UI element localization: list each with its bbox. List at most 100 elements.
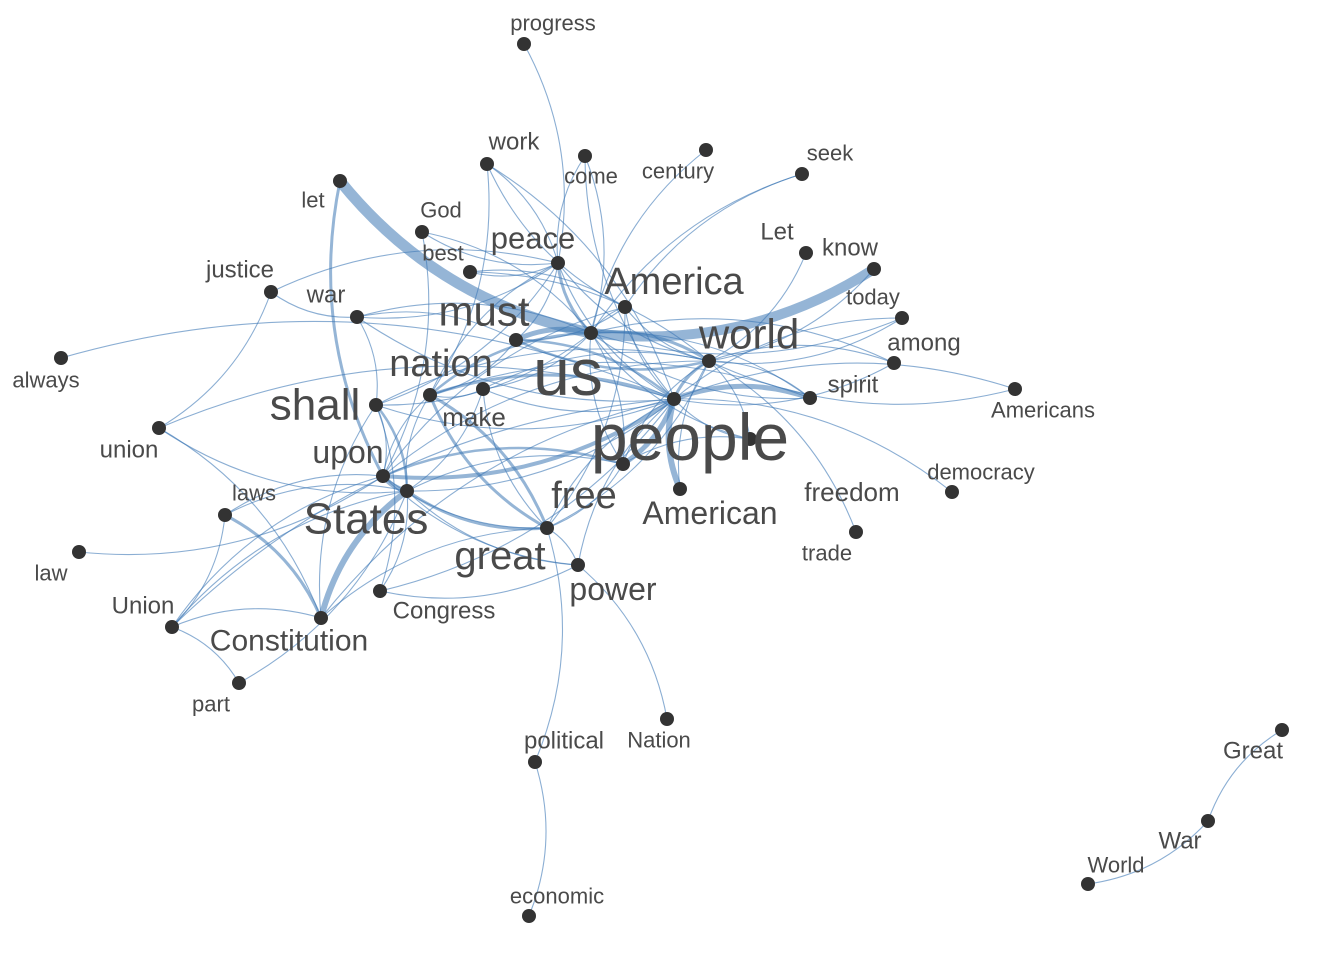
node-Union[interactable]: [165, 620, 179, 634]
node-us[interactable]: [584, 326, 598, 340]
node-today[interactable]: [895, 311, 909, 325]
node-America[interactable]: [618, 300, 632, 314]
node-come[interactable]: [578, 149, 592, 163]
edge-Constitution-people: [320, 398, 675, 619]
edge-Congress-people: [379, 398, 675, 592]
node-freedom[interactable]: [743, 432, 757, 446]
edge-peace-shall: [375, 262, 559, 406]
node-union[interactable]: [152, 421, 166, 435]
node-must[interactable]: [509, 333, 523, 347]
node-free[interactable]: [616, 457, 630, 471]
node-people[interactable]: [667, 392, 681, 406]
edge-must-nation: [429, 339, 517, 396]
node-label-Union: Union: [112, 593, 175, 620]
node-democracy[interactable]: [945, 485, 959, 499]
node-label-us: us: [533, 335, 603, 409]
edge-peace-nation: [429, 262, 559, 396]
node-justice[interactable]: [264, 285, 278, 299]
node-work[interactable]: [480, 157, 494, 171]
node-label-people: people: [591, 400, 789, 474]
node-label-States: States: [304, 495, 429, 544]
edge-come-us: [584, 155, 605, 334]
node-American[interactable]: [673, 482, 687, 496]
edge-Congress-power: [379, 564, 579, 599]
edge-people-spirit: [671, 383, 813, 402]
node-Constitution[interactable]: [314, 611, 328, 625]
edge-laws-Constitution: [223, 513, 323, 620]
edge-God-us: [421, 231, 592, 334]
node-label-make: make: [442, 402, 506, 432]
edge-States-Congress: [379, 490, 409, 592]
node-label-work: work: [488, 129, 541, 156]
node-trade[interactable]: [849, 525, 863, 539]
edge-world-Americans: [708, 360, 1016, 405]
node-Great[interactable]: [1275, 723, 1289, 737]
edge-laws-Union: [171, 514, 226, 628]
node-know[interactable]: [867, 262, 881, 276]
node-States[interactable]: [400, 484, 414, 498]
node-political[interactable]: [528, 755, 542, 769]
node-God[interactable]: [415, 225, 429, 239]
edge-justice-war: [270, 291, 358, 318]
node-label-Congress: Congress: [393, 598, 496, 625]
edge-States-free: [406, 455, 624, 492]
node-among[interactable]: [887, 356, 901, 370]
node-always[interactable]: [54, 351, 68, 365]
edge-peace-justice: [270, 249, 559, 293]
node-Let[interactable]: [799, 246, 813, 260]
node-peace[interactable]: [551, 256, 565, 270]
edge-people-among: [673, 362, 895, 406]
node-label-economic: economic: [510, 884, 604, 909]
node-let[interactable]: [333, 174, 347, 188]
node-laws[interactable]: [218, 508, 232, 522]
edge-best-America: [469, 269, 626, 308]
node-shall[interactable]: [369, 398, 383, 412]
edge-power-people: [577, 398, 675, 566]
edge-us-must: [513, 326, 594, 343]
node-great[interactable]: [540, 521, 554, 535]
node-label-great: great: [454, 534, 545, 578]
edge-let-upon: [329, 179, 385, 478]
node-label-justice: justice: [205, 257, 274, 284]
node-economic[interactable]: [522, 909, 536, 923]
node-label-know: know: [822, 235, 879, 262]
node-part[interactable]: [232, 676, 246, 690]
node-label-progress: progress: [510, 11, 596, 36]
node-make[interactable]: [476, 382, 490, 396]
edge-war-people: [356, 316, 675, 402]
node-World[interactable]: [1081, 877, 1095, 891]
node-progress[interactable]: [517, 37, 531, 51]
edge-peace-progress: [523, 43, 565, 264]
node-upon[interactable]: [376, 469, 390, 483]
node-label-world: world: [698, 311, 799, 358]
node-label-power: power: [569, 571, 657, 607]
edge-free-us: [589, 332, 624, 465]
node-label-American: American: [642, 495, 777, 531]
node-Americans[interactable]: [1008, 382, 1022, 396]
node-best[interactable]: [463, 265, 477, 279]
node-seek[interactable]: [795, 167, 809, 181]
node-law[interactable]: [72, 545, 86, 559]
node-nation[interactable]: [423, 388, 437, 402]
node-war[interactable]: [350, 310, 364, 324]
edge-work-people: [486, 163, 675, 400]
node-label-World: World: [1087, 853, 1144, 878]
node-label-laws: laws: [232, 481, 276, 506]
edge-world-freedom: [708, 360, 751, 440]
edge-people-Americans: [673, 362, 1016, 400]
node-label-must: must: [438, 288, 529, 335]
node-Congress[interactable]: [373, 584, 387, 598]
node-label-spirit: spirit: [828, 372, 879, 399]
node-century[interactable]: [699, 143, 713, 157]
node-world[interactable]: [702, 354, 716, 368]
edge-union-States: [158, 427, 408, 494]
node-Nation[interactable]: [660, 712, 674, 726]
edge-Union-part: [171, 626, 240, 684]
node-War[interactable]: [1201, 814, 1215, 828]
edge-shall-Congress: [375, 404, 396, 592]
node-spirit[interactable]: [803, 391, 817, 405]
node-power[interactable]: [571, 558, 585, 572]
edge-free-freedom: [622, 436, 751, 465]
